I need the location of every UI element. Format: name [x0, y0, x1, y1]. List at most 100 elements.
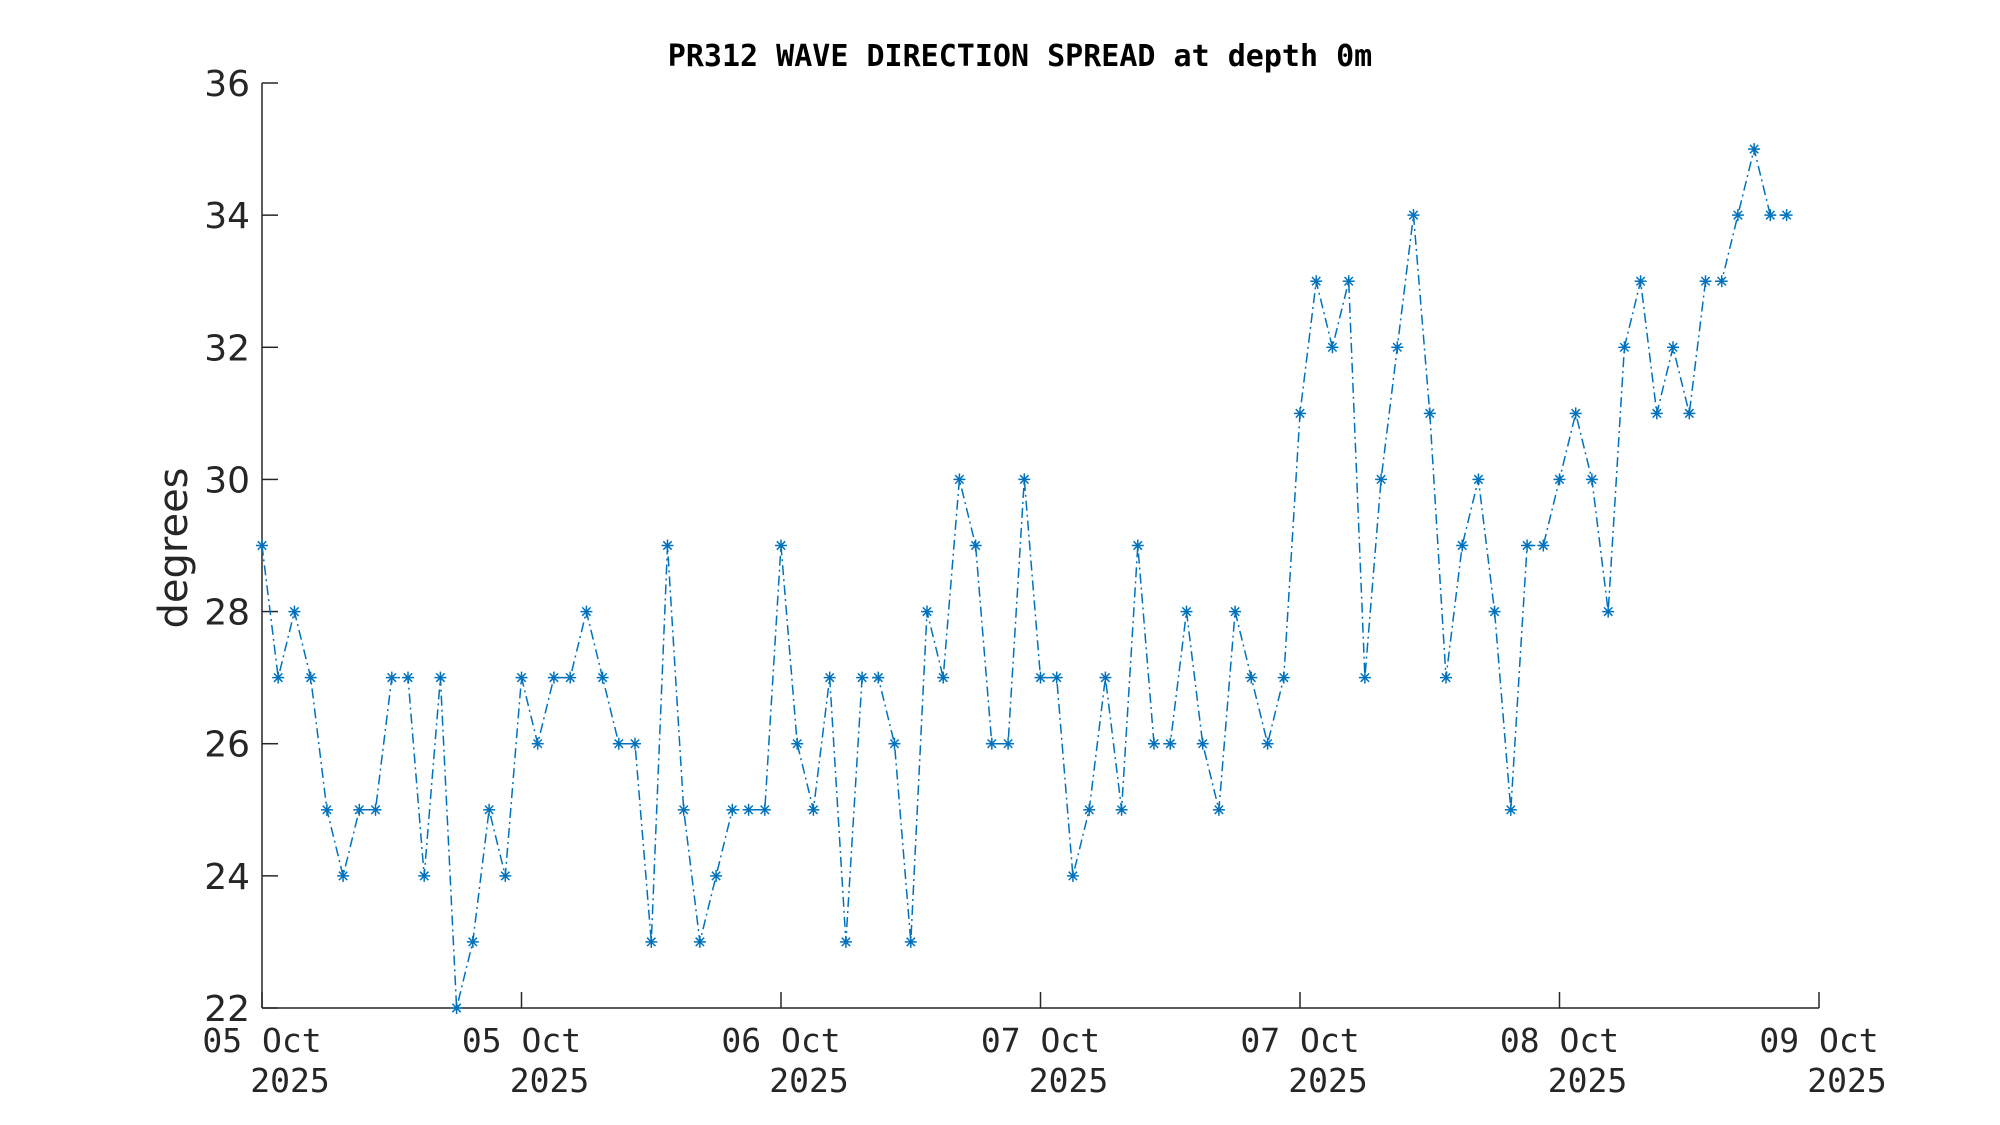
data-point: [402, 671, 414, 684]
y-tick-label: 24: [204, 857, 250, 898]
data-point: [320, 803, 333, 816]
data-point: [904, 935, 917, 948]
data-point: [531, 737, 544, 750]
data-point: [888, 737, 901, 750]
data-point: [1310, 275, 1323, 288]
data-point: [969, 539, 982, 552]
x-tick-year-label: 2025: [1288, 1061, 1367, 1100]
data-point: [499, 869, 512, 882]
data-point: [823, 671, 836, 684]
data-point: [580, 605, 593, 618]
data-point: [515, 671, 528, 684]
data-point: [1537, 539, 1550, 552]
data-point: [629, 737, 641, 750]
x-tick-label: 07 Oct: [981, 1021, 1100, 1060]
data-point: [353, 803, 366, 816]
data-point: [1148, 737, 1160, 750]
data-point: [1569, 407, 1582, 420]
data-point: [1602, 605, 1615, 618]
data-point: [1375, 473, 1388, 486]
data-point: [612, 737, 625, 750]
x-tick-label: 07 Oct: [1240, 1021, 1359, 1060]
data-point: [953, 473, 966, 486]
data-point: [1261, 737, 1274, 750]
y-axis-label: degrees: [151, 467, 197, 628]
data-point: [272, 671, 285, 684]
x-tick-label: 09 Oct: [1759, 1021, 1878, 1060]
data-point: [1391, 341, 1404, 354]
data-point: [1229, 605, 1242, 618]
data-point: [596, 671, 609, 684]
data-point: [450, 1002, 463, 1014]
data-point: [1180, 605, 1193, 618]
data-point: [726, 803, 739, 816]
data-point: [1764, 209, 1777, 222]
data-point: [758, 803, 771, 816]
data-point: [1131, 539, 1144, 552]
y-tick-label: 28: [204, 593, 250, 634]
y-tick-label: 36: [204, 64, 250, 105]
data-point: [385, 671, 398, 684]
data-point: [1050, 671, 1063, 684]
data-point: [1407, 209, 1420, 222]
data-point: [661, 539, 674, 552]
data-point: [1488, 605, 1501, 618]
data-point: [1472, 473, 1485, 486]
data-point: [304, 671, 317, 684]
x-tick-label: 05 Oct: [202, 1021, 321, 1060]
data-point: [1212, 803, 1225, 816]
y-tick-label: 30: [204, 460, 250, 501]
axes: [261, 83, 1819, 1009]
data-point: [742, 803, 755, 816]
data-point: [921, 605, 933, 618]
data-point: [1358, 671, 1371, 684]
data-point: [1456, 539, 1469, 552]
data-point: [645, 935, 658, 948]
y-tick-label: 32: [204, 328, 250, 369]
data-point: [1002, 737, 1015, 750]
x-tick-year-label: 2025: [1029, 1061, 1108, 1100]
data-point: [985, 737, 998, 750]
x-tick-year-label: 2025: [1807, 1061, 1886, 1100]
data-point: [1423, 407, 1436, 420]
data-point: [564, 671, 577, 684]
x-tick-label: 08 Oct: [1500, 1021, 1619, 1060]
data-point: [1585, 473, 1598, 486]
data-point: [710, 869, 723, 882]
data-point: [1440, 671, 1452, 684]
y-tick-label: 34: [204, 196, 250, 237]
x-tick-label: 05 Oct: [462, 1021, 581, 1060]
data-point: [1634, 275, 1647, 288]
data-point: [1277, 671, 1290, 684]
data-point: [1650, 407, 1663, 420]
data-point: [1504, 803, 1517, 816]
data-point: [1164, 737, 1177, 750]
x-tick-year-label: 2025: [769, 1061, 848, 1100]
x-tick-year-label: 2025: [1548, 1061, 1627, 1100]
y-tick-label: 22: [204, 989, 250, 1030]
data-point: [1521, 539, 1534, 552]
data-point: [1294, 407, 1306, 420]
data-point: [872, 671, 885, 684]
series: [256, 143, 1793, 1014]
data-point: [337, 869, 350, 882]
y-tick-label: 26: [204, 725, 250, 766]
data-point: [839, 935, 852, 948]
data-point: [775, 539, 787, 552]
data-point: [1326, 341, 1339, 354]
data-point: [937, 671, 950, 684]
chart-title: PR312 WAVE DIRECTION SPREAD at depth 0m: [668, 39, 1372, 74]
data-point: [1099, 671, 1112, 684]
data-point: [1683, 407, 1696, 420]
data-point: [1667, 341, 1679, 354]
data-point: [693, 935, 706, 948]
data-point: [1731, 209, 1744, 222]
data-point: [1196, 737, 1209, 750]
data-point: [1083, 803, 1096, 816]
data-point: [418, 869, 431, 882]
data-point: [1245, 671, 1258, 684]
data-point: [1034, 671, 1047, 684]
x-tick-year-label: 2025: [250, 1061, 329, 1100]
